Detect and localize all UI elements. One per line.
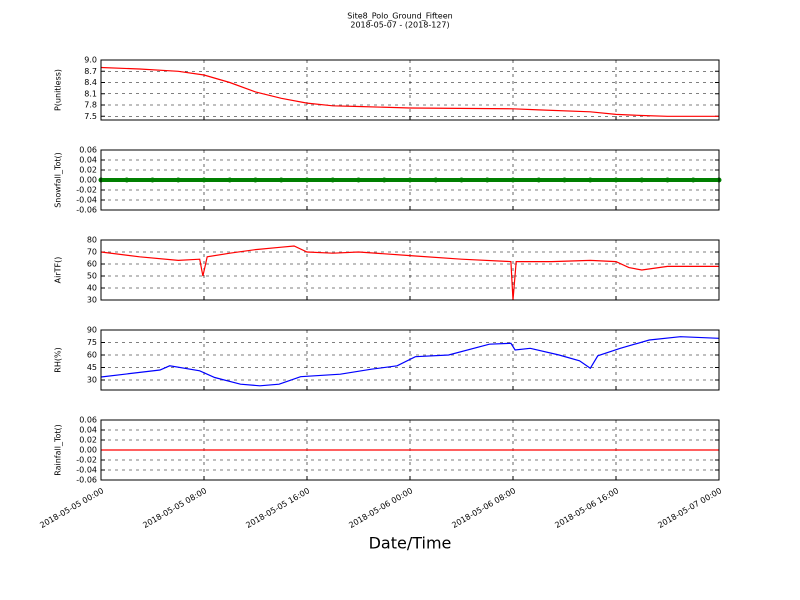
x-tick-label: 2018-05-06 16:00 xyxy=(553,486,620,530)
y-tick-label: 40 xyxy=(87,284,97,293)
y-tick-label: 60 xyxy=(87,351,97,360)
y-tick-label: 9.0 xyxy=(84,56,97,65)
data-point xyxy=(356,177,361,183)
data-point xyxy=(536,177,542,183)
x-tick-label: 2018-05-05 08:00 xyxy=(141,486,208,530)
data-point xyxy=(201,177,207,183)
y-tick-label: 45 xyxy=(87,363,97,372)
y-tick-label: -0.04 xyxy=(76,196,97,205)
y-axis-label: Snowfall_Tot() xyxy=(54,152,63,208)
y-tick-label: 8.7 xyxy=(84,67,97,76)
y-tick-label: 0.06 xyxy=(79,146,97,155)
data-point xyxy=(150,177,155,183)
data-point xyxy=(175,177,181,183)
y-tick-label: 0.04 xyxy=(79,426,97,435)
data-line xyxy=(100,336,720,387)
y-tick-label: 8.1 xyxy=(84,89,97,98)
data-point xyxy=(227,177,233,183)
y-tick-label: 70 xyxy=(87,248,97,257)
plot-frame xyxy=(100,419,720,481)
y-tick-label: 30 xyxy=(87,296,97,305)
data-point xyxy=(587,177,593,183)
plot-frame xyxy=(100,329,720,391)
data-point xyxy=(639,177,645,183)
data-point xyxy=(433,177,439,183)
y-tick-label: 30 xyxy=(87,376,97,385)
data-line xyxy=(100,245,719,301)
data-point xyxy=(381,177,387,183)
y-tick-label: -0.04 xyxy=(76,466,97,475)
y-tick-label: 0.00 xyxy=(79,176,97,185)
y-tick-label: 7.8 xyxy=(84,101,97,110)
y-tick-label: 0.02 xyxy=(79,436,97,445)
y-axis-label: P(unitless) xyxy=(54,69,63,111)
title: Site8_Polo_Ground_Fifteen xyxy=(347,12,452,21)
plot-frame xyxy=(100,59,720,121)
y-tick-label: 0.00 xyxy=(79,446,97,455)
x-tick-label: 2018-05-05 00:00 xyxy=(38,486,105,530)
y-tick-label: 60 xyxy=(87,260,97,269)
x-tick-label: 2018-05-06 00:00 xyxy=(347,486,414,530)
data-point xyxy=(484,177,490,183)
y-tick-label: 75 xyxy=(87,338,97,347)
subtitle: 2018-05-07 - (2018-127) xyxy=(350,21,449,30)
plot-frame xyxy=(100,239,720,301)
data-line xyxy=(100,66,719,117)
data-point xyxy=(459,177,464,183)
data-point xyxy=(124,177,130,183)
y-tick-label: 50 xyxy=(87,272,97,281)
data-point xyxy=(562,177,567,183)
y-tick-label: -0.02 xyxy=(76,456,97,465)
data-point xyxy=(407,177,413,183)
data-point xyxy=(510,177,516,183)
y-tick-label: 8.4 xyxy=(84,78,97,87)
y-tick-label: 80 xyxy=(87,236,97,245)
y-axis-label: RH(%) xyxy=(54,347,63,372)
x-tick-label: 2018-05-07 00:00 xyxy=(656,486,723,530)
y-tick-label: 0.06 xyxy=(79,416,97,425)
y-tick-label: -0.02 xyxy=(76,186,97,195)
data-point xyxy=(304,177,310,183)
data-point xyxy=(278,177,284,183)
y-axis-label: AirTF() xyxy=(54,257,63,284)
y-tick-label: 0.02 xyxy=(79,166,97,175)
y-tick-label: 7.5 xyxy=(84,112,97,121)
data-point xyxy=(665,177,670,183)
x-tick-label: 2018-05-05 16:00 xyxy=(244,486,311,530)
y-tick-label: -0.06 xyxy=(76,206,97,215)
y-tick-label: 0.04 xyxy=(79,156,97,165)
data-point xyxy=(613,177,619,183)
x-axis-label: Date/Time xyxy=(369,534,452,553)
plot-frame xyxy=(100,149,720,211)
data-point xyxy=(690,177,696,183)
data-point xyxy=(330,177,336,183)
y-tick-label: -0.06 xyxy=(76,476,97,485)
data-point xyxy=(253,177,258,183)
x-tick-label: 2018-05-06 08:00 xyxy=(450,486,517,530)
y-axis-label: Rainfall_Tot() xyxy=(54,424,63,476)
y-tick-label: 90 xyxy=(87,326,97,335)
